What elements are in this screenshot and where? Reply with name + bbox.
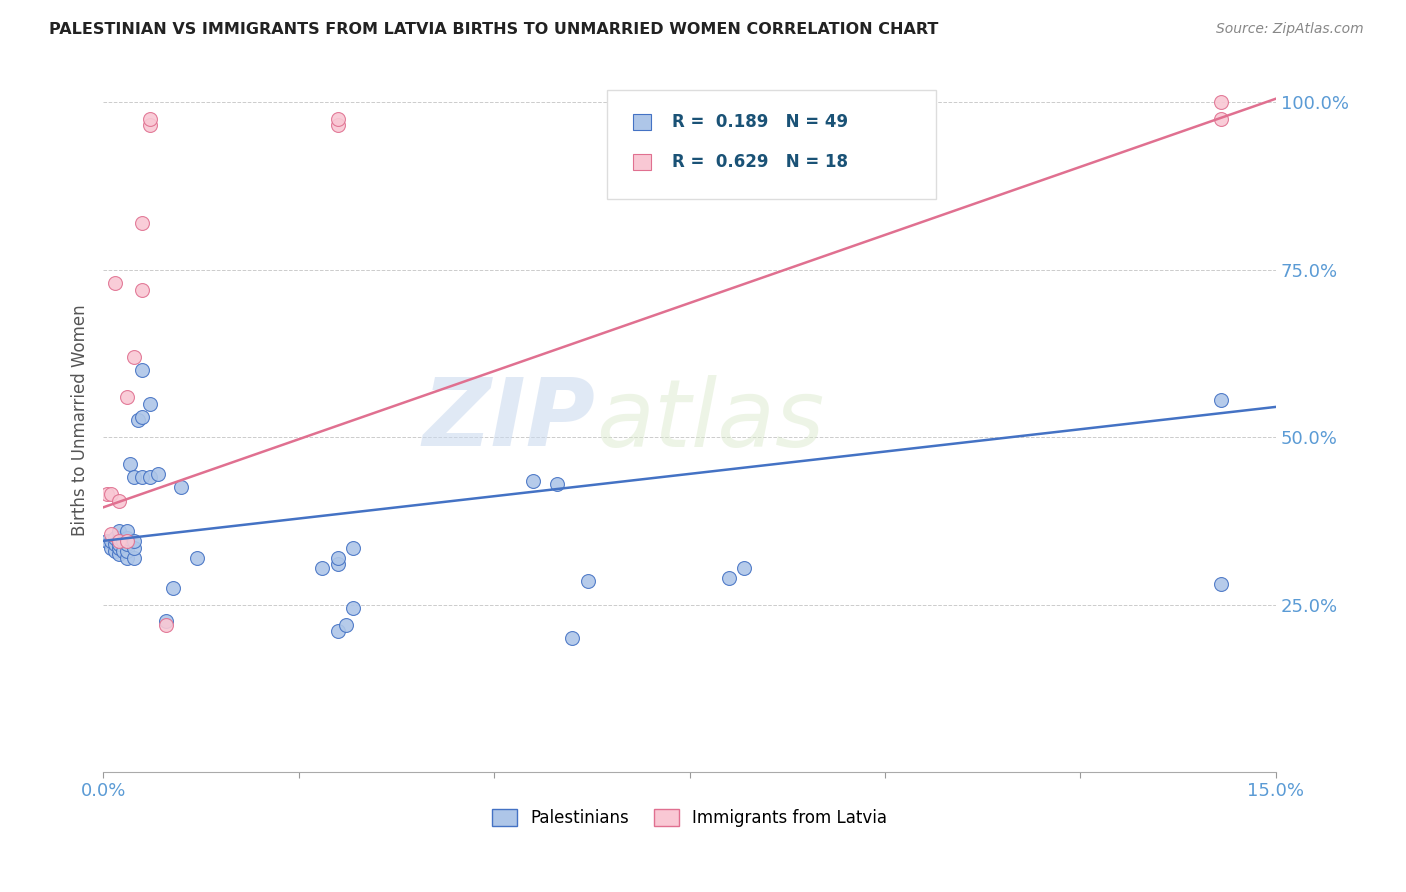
- Point: [139, 396, 162, 410]
- Text: ZIP: ZIP: [423, 375, 596, 467]
- Point: [104, 544, 127, 558]
- Point: [115, 533, 138, 548]
- Point: [111, 533, 134, 548]
- Text: PALESTINIAN VS IMMIGRANTS FROM LATVIA BIRTHS TO UNMARRIED WOMEN CORRELATION CHAR: PALESTINIAN VS IMMIGRANTS FROM LATVIA BI…: [49, 22, 939, 37]
- Point: [127, 413, 149, 427]
- Point: [104, 276, 127, 290]
- Y-axis label: Births to Unmarried Women: Births to Unmarried Women: [72, 304, 89, 536]
- Point: [576, 574, 599, 588]
- Point: [326, 112, 349, 126]
- Point: [522, 474, 544, 488]
- Text: atlas: atlas: [596, 375, 824, 466]
- Point: [326, 624, 349, 639]
- Text: R =  0.189   N = 49: R = 0.189 N = 49: [672, 113, 848, 131]
- Point: [342, 541, 364, 555]
- Point: [1211, 577, 1233, 591]
- Point: [546, 477, 568, 491]
- Point: [100, 487, 122, 501]
- Point: [131, 470, 153, 484]
- Point: [107, 493, 129, 508]
- Point: [115, 524, 138, 538]
- Point: [107, 541, 129, 555]
- Point: [107, 533, 129, 548]
- Bar: [633, 154, 651, 169]
- Bar: [633, 114, 651, 129]
- Point: [131, 216, 153, 230]
- Point: [131, 409, 153, 424]
- Point: [104, 531, 127, 545]
- Point: [124, 541, 146, 555]
- Point: [1211, 393, 1233, 408]
- Point: [326, 119, 349, 133]
- Point: [146, 467, 169, 481]
- Point: [342, 600, 364, 615]
- Point: [1211, 112, 1233, 126]
- Point: [115, 531, 138, 545]
- Point: [100, 541, 122, 555]
- Point: [124, 350, 146, 364]
- Point: [120, 457, 142, 471]
- Point: [139, 119, 162, 133]
- Point: [124, 550, 146, 565]
- Point: [100, 533, 122, 548]
- Legend: Palestinians, Immigrants from Latvia: Palestinians, Immigrants from Latvia: [485, 803, 894, 834]
- Point: [139, 470, 162, 484]
- Point: [1211, 95, 1233, 109]
- Point: [115, 390, 138, 404]
- Point: [170, 480, 193, 494]
- Point: [96, 487, 118, 501]
- Point: [100, 527, 122, 541]
- Point: [131, 283, 153, 297]
- Point: [561, 631, 583, 645]
- FancyBboxPatch shape: [607, 89, 936, 199]
- Point: [717, 571, 740, 585]
- Point: [186, 550, 208, 565]
- Point: [111, 544, 134, 558]
- Text: R =  0.629   N = 18: R = 0.629 N = 18: [672, 153, 848, 171]
- Point: [311, 560, 333, 574]
- Point: [107, 547, 129, 561]
- Point: [124, 470, 146, 484]
- Point: [115, 550, 138, 565]
- Point: [107, 524, 129, 538]
- Point: [131, 363, 153, 377]
- Point: [115, 537, 138, 551]
- Point: [155, 615, 177, 629]
- Text: Source: ZipAtlas.com: Source: ZipAtlas.com: [1216, 22, 1364, 37]
- Point: [104, 537, 127, 551]
- Point: [733, 560, 755, 574]
- Point: [335, 617, 357, 632]
- Point: [115, 544, 138, 558]
- Point: [96, 533, 118, 548]
- Point: [155, 617, 177, 632]
- Point: [107, 531, 129, 545]
- Point: [139, 112, 162, 126]
- Point: [326, 550, 349, 565]
- Point: [107, 537, 129, 551]
- Point: [326, 558, 349, 572]
- Point: [124, 533, 146, 548]
- Point: [162, 581, 184, 595]
